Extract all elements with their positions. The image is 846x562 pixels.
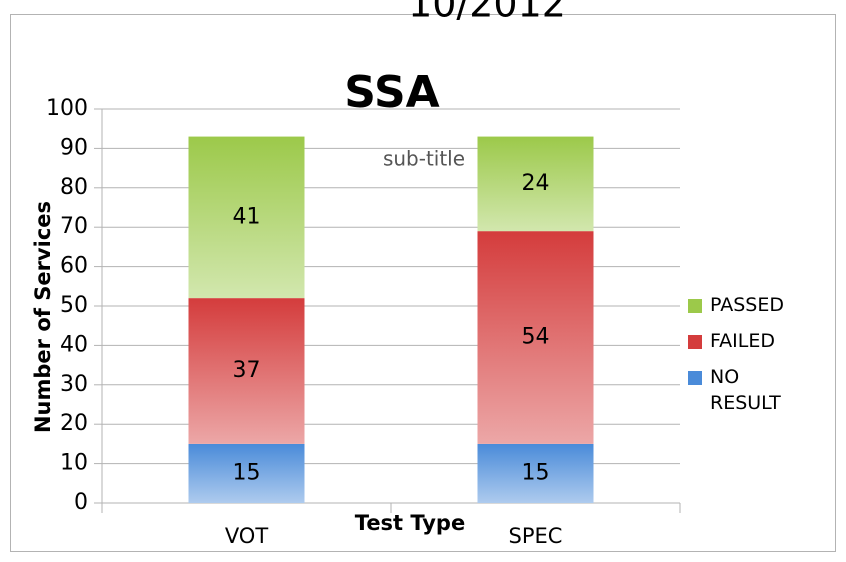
y-tick-label: 90 [60,135,88,160]
data-label: 54 [522,325,550,350]
bar-segment [477,136,594,232]
legend-swatch [688,371,702,385]
data-label: 41 [233,204,261,229]
y-tick-label: 40 [60,332,88,357]
y-tick-label: 30 [60,372,88,397]
chart-subtitle: sub-title [383,147,465,171]
legend-label: NO RESULT [710,366,781,414]
data-label: 24 [522,171,550,196]
legend-item: PASSED [688,292,806,318]
bar-segment [188,443,305,503]
bar-segment [477,231,594,444]
y-tick-label: 20 [60,411,88,436]
y-tick-label: 100 [46,96,88,121]
chart-frame [10,14,836,552]
y-tick-label: 60 [60,254,88,279]
legend-label: FAILED [710,330,776,352]
y-tick-label: 50 [60,293,88,318]
chart-title: SSA [344,67,439,118]
data-label: 37 [233,358,261,383]
x-tick-label: VOT [225,524,269,548]
bar-segment [188,136,305,299]
y-tick-label: 10 [60,451,88,476]
legend-label: PASSED [710,294,784,316]
data-label: 15 [233,460,261,485]
y-tick-label: 70 [60,214,88,239]
legend-item: FAILED [688,328,806,354]
x-axis-label: Test Type [355,511,465,535]
legend-swatch [688,335,702,349]
legend: PASSED FAILED NO RESULT [688,292,806,426]
x-tick-label: SPEC [509,524,563,548]
legend-item: NO RESULT [688,364,806,416]
bar-segment [188,298,305,444]
y-tick-label: 80 [60,175,88,200]
data-label: 15 [522,460,550,485]
chart-date: 10/2012 [408,0,566,26]
legend-swatch [688,299,702,313]
y-tick-label: 0 [74,490,88,515]
bar-segment [477,443,594,503]
y-axis-label: Number of Services [31,201,55,433]
